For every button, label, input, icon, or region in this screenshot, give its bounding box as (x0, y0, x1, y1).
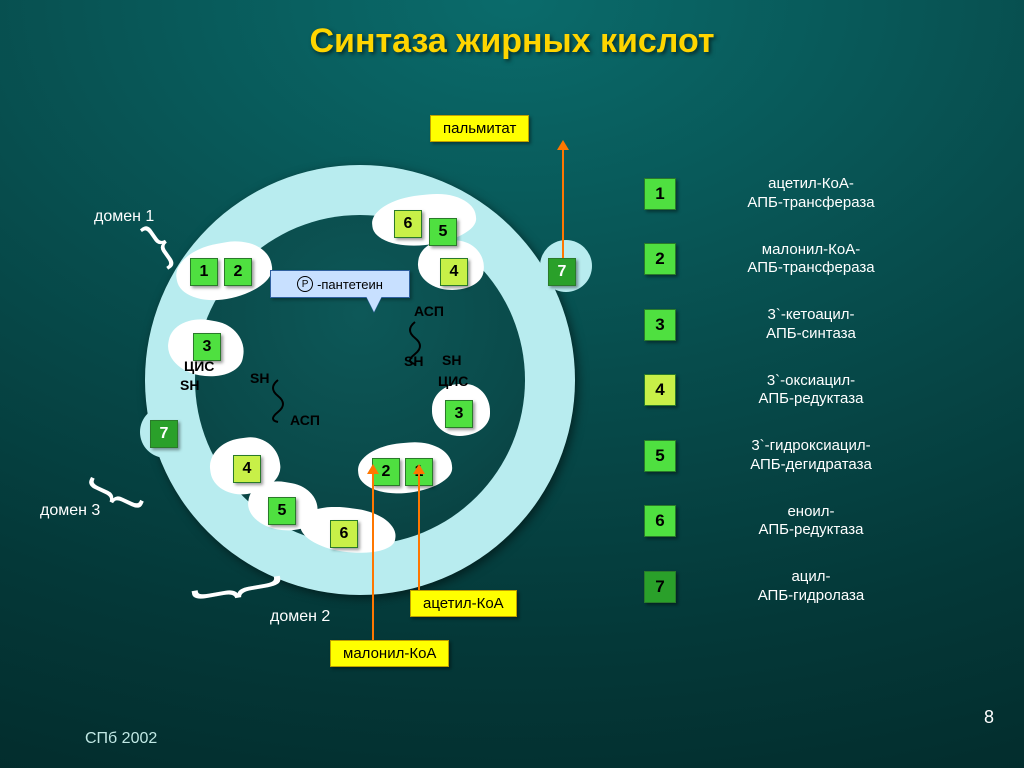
pantethein-label: -пантетеин (317, 277, 383, 292)
domain-label: домен 1 (94, 208, 154, 226)
legend-number-box: 7 (644, 571, 676, 603)
legend-row: 1 ацетил-КоА-АПБ-трансфераза (644, 175, 944, 213)
domain-number-4: 4 (440, 258, 468, 286)
phosphate-icon: P (297, 276, 313, 292)
legend-number-box: 5 (644, 440, 676, 472)
page-number: 8 (984, 707, 994, 728)
palmitat-label: пальмитат (430, 115, 529, 142)
malonyl-coa-label: малонил-КоА (330, 640, 449, 667)
arrow-to-palmitat (562, 148, 564, 258)
legend-row: 3 3`-кетоацил-АПБ-синтаза (644, 306, 944, 344)
domain-label: домен 3 (40, 502, 100, 520)
domain-number-5: 5 (429, 218, 457, 246)
inner-label-sh: SH (250, 370, 269, 386)
legend-row: 2 малонил-КоА-АПБ-трансфераза (644, 241, 944, 279)
inner-label-cys: ЦИС (438, 373, 468, 389)
inner-label-sh: SH (404, 353, 423, 369)
legend-row: 5 3`-гидроксиацил-АПБ-дегидратаза (644, 437, 944, 475)
legend-number-box: 3 (644, 309, 676, 341)
domain-number-3: 3 (445, 400, 473, 428)
legend-text: 3`-оксиацил-АПБ-редуктаза (726, 372, 896, 410)
legend-text: ацил-АПБ-гидролаза (726, 568, 896, 606)
domain-label: домен 2 (270, 608, 330, 626)
domain-number-4: 4 (233, 455, 261, 483)
inner-label-sh: SH (180, 377, 199, 393)
legend-text: малонил-КоА-АПБ-трансфераза (726, 241, 896, 279)
domain-number-6: 6 (330, 520, 358, 548)
legend-text: ацетил-КоА-АПБ-трансфераза (726, 175, 896, 213)
footer-text: СПб 2002 (85, 730, 157, 748)
pantethein-callout: P -пантетеин (270, 270, 410, 298)
legend-number-box: 6 (644, 505, 676, 537)
legend-number-box: 4 (644, 374, 676, 406)
legend-text: еноил-АПБ-редуктаза (726, 503, 896, 541)
legend-row: 6 еноил-АПБ-редуктаза (644, 503, 944, 541)
page-title: Синтаза жирных кислот (0, 22, 1024, 61)
domain-number-5: 5 (268, 497, 296, 525)
acetyl-coa-label: ацетил-КоА (410, 590, 517, 617)
inner-label-asp: АСП (290, 412, 320, 428)
legend-row: 4 3`-оксиацил-АПБ-редуктаза (644, 372, 944, 410)
inner-label-sh: SH (442, 352, 461, 368)
legend-text: 3`-гидроксиацил-АПБ-дегидратаза (726, 437, 896, 475)
legend-row: 7 ацил-АПБ-гидролаза (644, 568, 944, 606)
domain-number-3: 3 (193, 333, 221, 361)
legend-number-box: 1 (644, 178, 676, 210)
domain-number-2: 2 (224, 258, 252, 286)
domain-number-1: 1 (190, 258, 218, 286)
domain-number-6: 6 (394, 210, 422, 238)
domain-number-7: 7 (548, 258, 576, 286)
arrow-from-malonyl (372, 472, 374, 640)
legend-text: 3`-кетоацил-АПБ-синтаза (726, 306, 896, 344)
legend-number-box: 2 (644, 243, 676, 275)
inner-label-asp: АСП (414, 303, 444, 319)
domain-number-7: 7 (150, 420, 178, 448)
arrow-from-acetyl (418, 472, 420, 590)
legend: 1 ацетил-КоА-АПБ-трансфераза 2 малонил-КоА-… (644, 175, 944, 634)
